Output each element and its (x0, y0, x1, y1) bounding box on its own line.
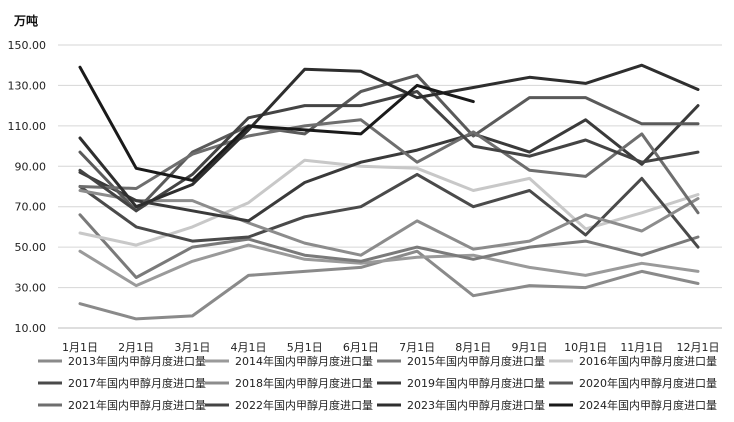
x-tick-label: 7月1日 (399, 341, 435, 354)
series-11 (78, 65, 475, 182)
y-tick-label: 150.00 (8, 39, 47, 52)
series-line (78, 104, 700, 223)
series-line (78, 213, 700, 279)
series-10 (78, 63, 700, 209)
legend-label: 2024年国内甲醇月度进口量 (579, 398, 717, 412)
series-5 (78, 189, 700, 257)
y-tick-label: 110.00 (8, 120, 47, 133)
legend-item: 2018年国内甲醇月度进口量 (205, 376, 373, 390)
legend-label: 2019年国内甲醇月度进口量 (407, 376, 545, 390)
legend-item: 2021年国内甲醇月度进口量 (38, 398, 206, 412)
y-tick-label: 30.00 (15, 282, 47, 295)
y-tick-label: 90.00 (15, 160, 47, 173)
legend-label: 2017年国内甲醇月度进口量 (68, 376, 206, 390)
legend-label: 2018年国内甲醇月度进口量 (235, 376, 373, 390)
legend-label: 2014年国内甲醇月度进口量 (235, 354, 373, 368)
series-line (78, 189, 700, 257)
x-tick-label: 9月1日 (511, 341, 547, 354)
legend-label: 2022年国内甲醇月度进口量 (235, 398, 373, 412)
legend-item: 2020年国内甲醇月度进口量 (549, 376, 717, 390)
legend-item: 2019年国内甲醇月度进口量 (377, 376, 545, 390)
legend-label: 2013年国内甲醇月度进口量 (68, 354, 206, 368)
legend-label: 2016年国内甲醇月度进口量 (579, 354, 717, 368)
x-tick-label: 11月1日 (620, 341, 663, 354)
legend-item: 2023年国内甲醇月度进口量 (377, 398, 545, 412)
series-line (78, 118, 700, 215)
series-6 (78, 104, 700, 223)
legend-label: 2023年国内甲醇月度进口量 (407, 398, 545, 412)
legend-item: 2016年国内甲醇月度进口量 (549, 354, 717, 368)
x-tick-label: 1月1日 (62, 341, 98, 354)
x-tick-label: 4月1日 (231, 341, 267, 354)
series-line (78, 63, 700, 209)
series-2 (78, 213, 700, 279)
legend: 2013年国内甲醇月度进口量 2014年国内甲醇月度进口量 2015年国内甲醇月度进… (38, 354, 717, 412)
x-tick-label: 5月1日 (287, 341, 323, 354)
y-tick-label: 10.00 (15, 322, 47, 335)
legend-item: 2022年国内甲醇月度进口量 (205, 398, 373, 412)
axes: 10.00 30.00 50.00 70.00 90.00 110.00 130.00 150… (8, 39, 722, 354)
series-4 (78, 172, 700, 249)
x-tick-label: 6月1日 (343, 341, 379, 354)
series-line (78, 172, 700, 249)
x-tick-label: 8月1日 (455, 341, 491, 354)
legend-label: 2021年国内甲醇月度进口量 (68, 398, 206, 412)
y-unit-label: 万吨 (13, 13, 38, 28)
x-tick-label: 2月1日 (118, 341, 154, 354)
y-tick-label: 130.00 (8, 79, 47, 92)
series-line (78, 65, 475, 182)
legend-item: 2017年国内甲醇月度进口量 (38, 376, 206, 390)
series-1 (78, 243, 700, 288)
x-tick-label: 10月1日 (564, 341, 607, 354)
series-line (78, 90, 700, 213)
legend-label: 2020年国内甲醇月度进口量 (579, 376, 717, 390)
legend-item: 2024年国内甲醇月度进口量 (549, 398, 717, 412)
legend-item: 2013年国内甲醇月度进口量 (38, 354, 206, 368)
legend-item: 2014年国内甲醇月度进口量 (205, 354, 373, 368)
y-tick-label: 50.00 (15, 241, 47, 254)
legend-label: 2015年国内甲醇月度进口量 (407, 354, 545, 368)
series-8 (78, 118, 700, 215)
series-lines (78, 63, 700, 321)
legend-item: 2015年国内甲醇月度进口量 (377, 354, 545, 368)
y-tick-label: 70.00 (15, 201, 47, 214)
series-9 (78, 90, 700, 213)
x-tick-label: 12月1日 (677, 341, 720, 354)
x-tick-label: 3月1日 (174, 341, 210, 354)
series-line (78, 243, 700, 288)
